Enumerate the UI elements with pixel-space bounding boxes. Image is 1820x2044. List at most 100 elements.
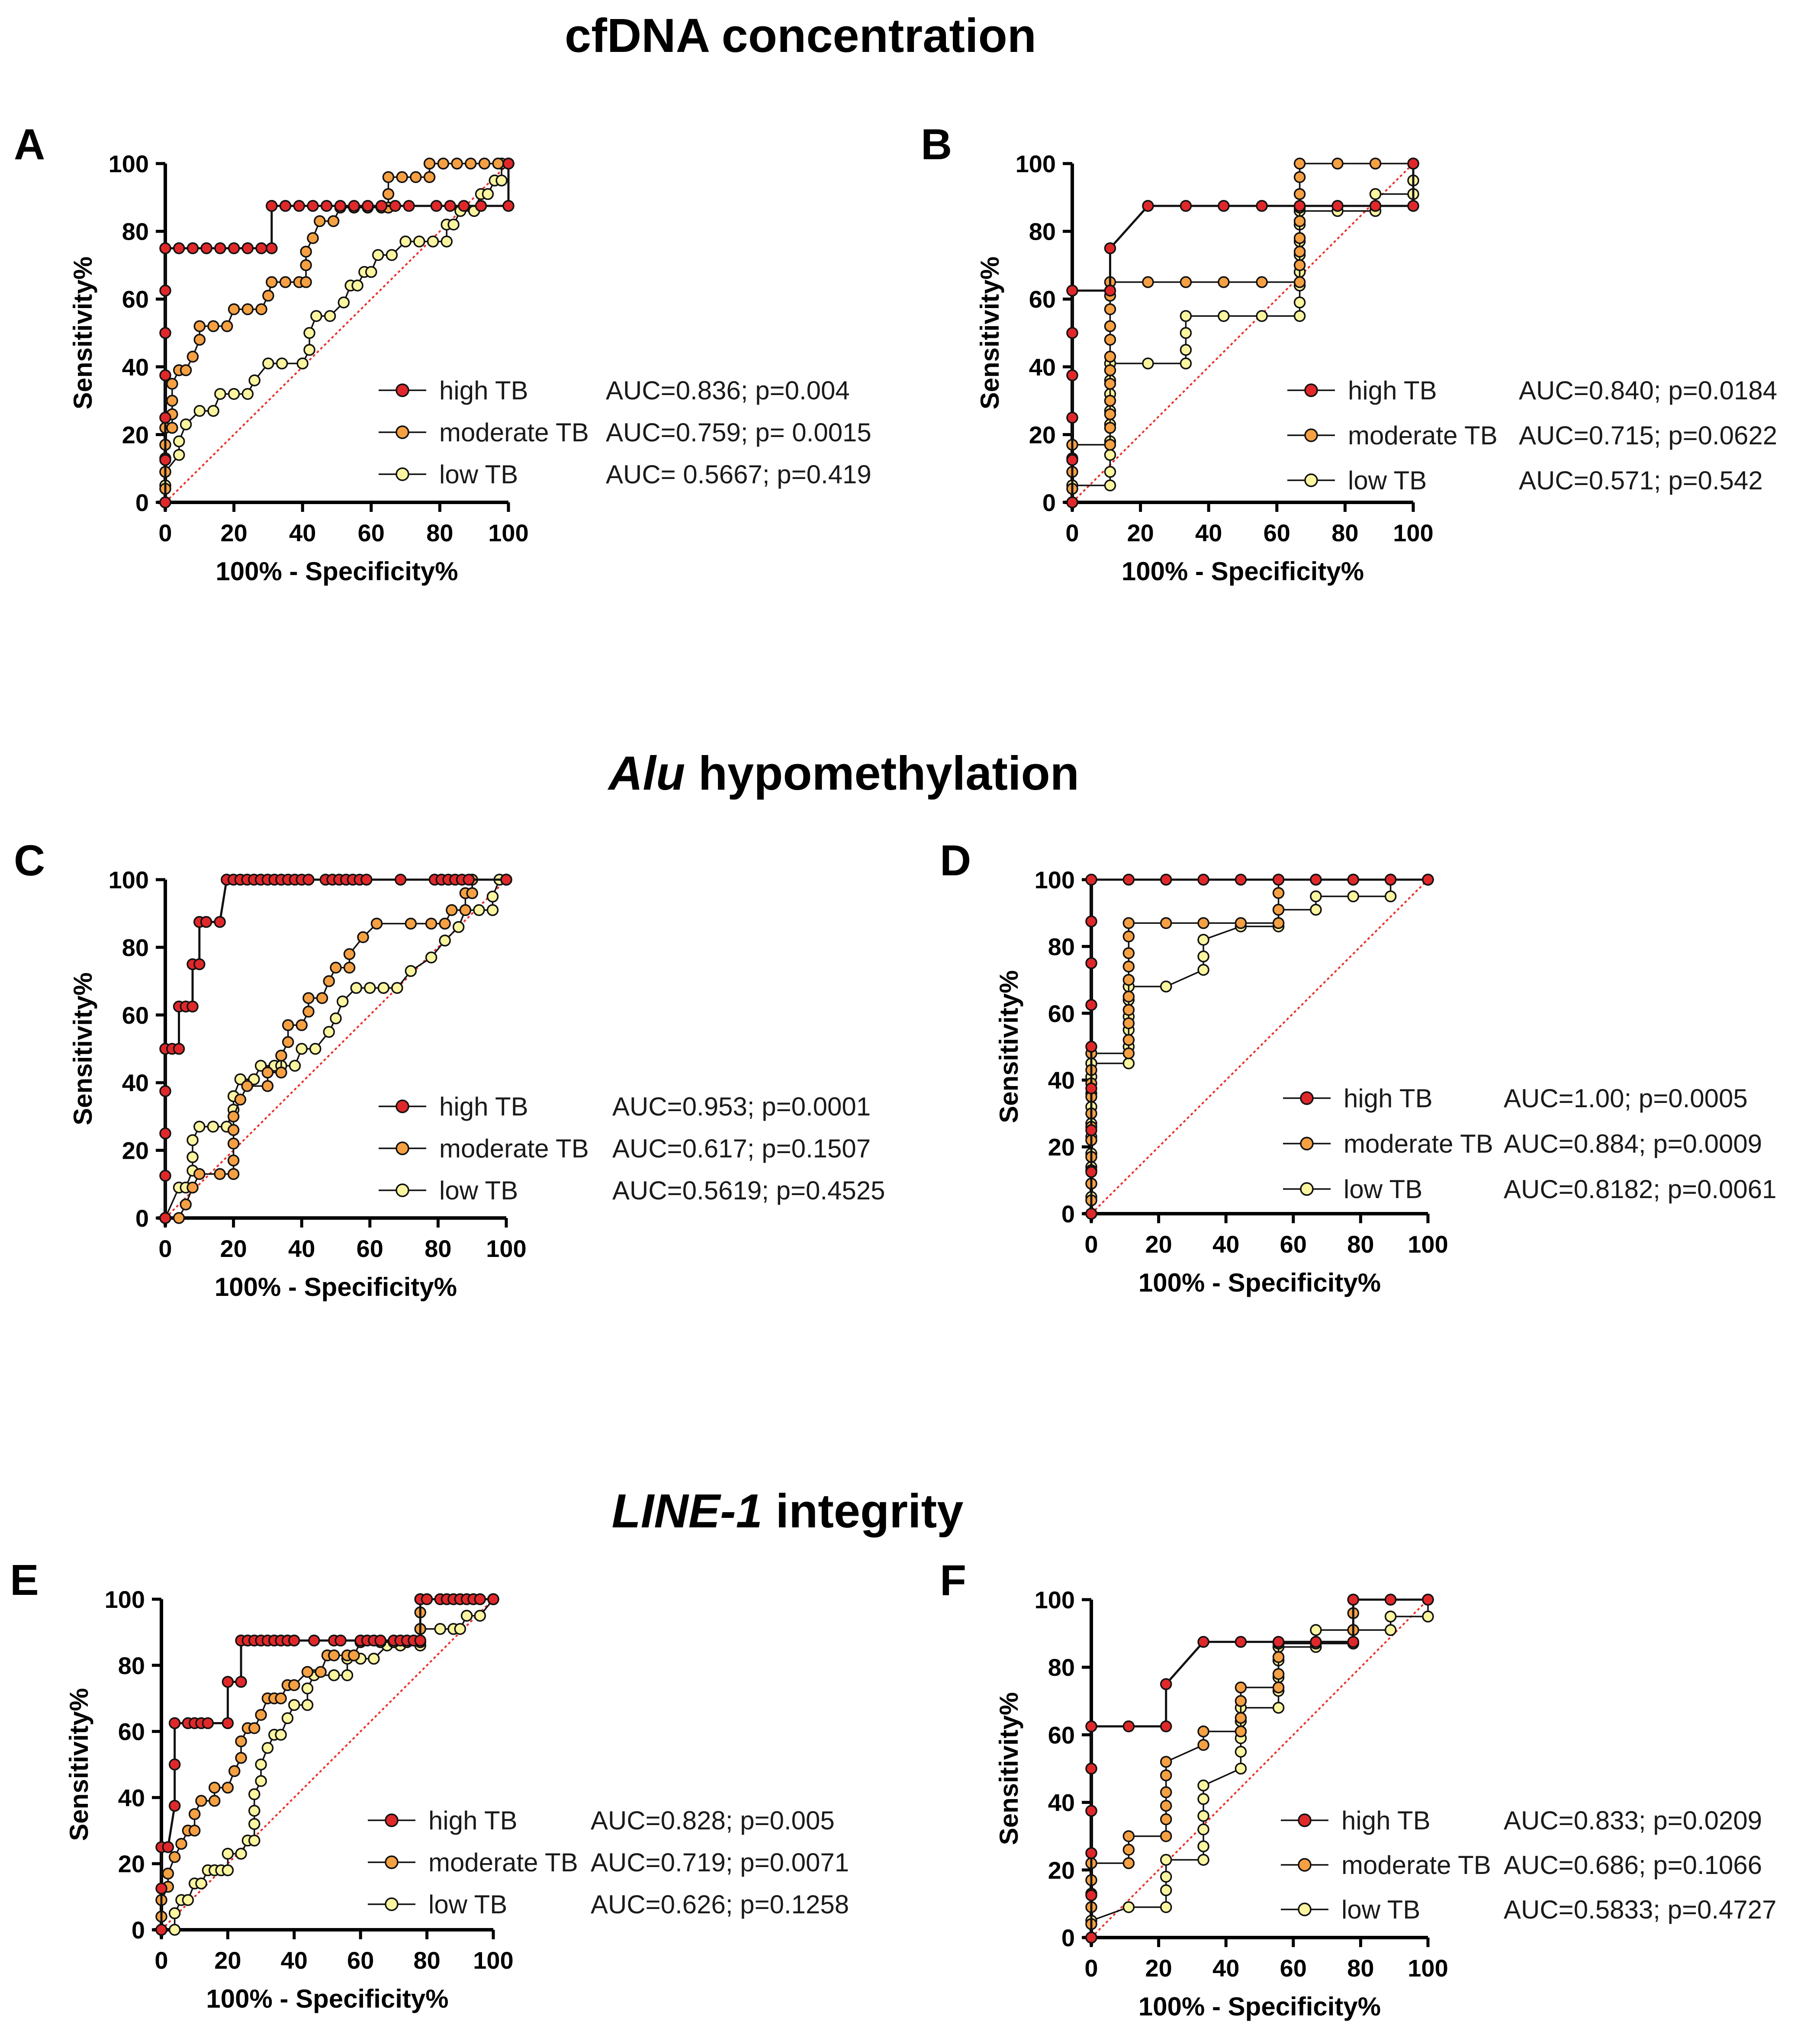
data-point-moderate [296, 1019, 308, 1032]
data-point-high [502, 200, 514, 212]
data-point-high [421, 1593, 433, 1605]
y-tick-label: 60 [1048, 1721, 1075, 1748]
data-point-high [235, 1676, 247, 1688]
data-point-low [296, 1043, 308, 1055]
roc-line-moderate [1090, 879, 1428, 1214]
data-point-low [341, 1669, 354, 1681]
data-point-moderate [1104, 378, 1116, 390]
legend-entry-low: low TB AUC=0.8182; p=0.0061 [1283, 1175, 1777, 1204]
x-tick-label: 20 [220, 519, 247, 546]
y-tick-label: 40 [118, 1784, 145, 1811]
y-tick-label: 0 [1042, 489, 1056, 516]
data-point-low [368, 1652, 380, 1665]
reference-line [1090, 1599, 1429, 1938]
data-point-low [248, 374, 260, 386]
data-point-high [159, 1212, 171, 1224]
data-point-high [1085, 874, 1097, 886]
data-point-high [1066, 327, 1078, 339]
data-point-low [434, 1623, 447, 1635]
data-point-low [248, 1805, 260, 1817]
data-point-high [193, 958, 206, 971]
data-point-high [308, 1634, 320, 1647]
data-point-low [441, 235, 453, 247]
data-point-low [405, 965, 417, 977]
x-tick-label: 60 [357, 1235, 383, 1262]
data-point-moderate [282, 1036, 294, 1048]
data-point-high [1407, 157, 1419, 170]
data-point-moderate [207, 320, 219, 332]
data-point-high [1310, 1636, 1322, 1648]
data-point-high [1347, 874, 1360, 886]
data-point-moderate [1369, 157, 1382, 170]
x-tick-label: 40 [1195, 519, 1222, 546]
data-point-moderate [234, 1093, 247, 1106]
data-point-moderate [382, 171, 395, 183]
data-point-low [193, 1121, 206, 1133]
data-point-low [1235, 1762, 1247, 1775]
x-tick-label: 0 [1084, 1954, 1098, 1982]
data-point-moderate [1104, 408, 1116, 421]
data-point-moderate [228, 303, 240, 315]
legend-label: moderate TB [439, 1134, 589, 1163]
data-point-moderate [1235, 1712, 1247, 1724]
x-tick-label: 40 [288, 1235, 315, 1262]
data-point-high [1293, 200, 1306, 212]
legend-marker [385, 1855, 399, 1869]
x-axis-label: 100% - Specificity% [215, 557, 458, 586]
legend-entry-low: low TB AUC=0.626; p=0.1258 [368, 1890, 849, 1919]
data-point-moderate [1256, 276, 1268, 288]
data-point-moderate [1293, 232, 1306, 244]
data-point-low [303, 344, 315, 356]
data-point-moderate [405, 917, 417, 930]
data-point-moderate [1272, 1651, 1285, 1663]
data-point-moderate [1122, 947, 1135, 959]
data-point-high [1066, 411, 1078, 424]
data-point-moderate [316, 992, 328, 1004]
data-point-moderate [1104, 421, 1116, 434]
panel-d: D 00 20 20 40 40 60 60 80 80 100 100 100% - Specific… [940, 836, 1777, 1297]
legend-entry-low: low TB AUC= 0.5667; p=0.419 [379, 460, 871, 489]
data-point-moderate [1160, 1813, 1172, 1825]
data-point-low [248, 1818, 260, 1830]
legend-label: high TB [439, 1092, 528, 1121]
data-point-high [1272, 874, 1285, 886]
data-point-low [1384, 1610, 1397, 1623]
x-tick-label: 0 [158, 1235, 172, 1262]
data-point-moderate [423, 171, 436, 183]
data-point-high [403, 200, 415, 212]
data-point-low [228, 388, 240, 400]
series-moderate-tb [159, 874, 512, 1224]
legend-auc: AUC=0.686; p=0.1066 [1504, 1851, 1762, 1880]
legend-auc: AUC=0.953; p=0.0001 [612, 1092, 871, 1121]
data-point-low [222, 1848, 234, 1860]
data-point-moderate [1122, 974, 1135, 986]
data-point-high [500, 874, 512, 886]
data-point-low [1347, 890, 1360, 903]
x-tick-label: 80 [426, 519, 453, 546]
x-tick-label: 0 [154, 1947, 168, 1974]
data-point-low [262, 357, 274, 370]
data-point-moderate [1122, 1017, 1135, 1029]
data-point-low [1293, 310, 1306, 322]
data-point-low [372, 249, 384, 261]
data-point-moderate [466, 887, 478, 900]
legend-auc: AUC=0.884; p=0.0009 [1504, 1129, 1762, 1158]
data-point-high [1085, 1208, 1097, 1220]
data-point-moderate [1235, 917, 1247, 929]
legend-entry-low: low TB AUC=0.5833; p=0.4727 [1281, 1895, 1777, 1924]
data-point-low [248, 1834, 260, 1847]
x-tick-label: 80 [1347, 1954, 1374, 1982]
panel-label-e: E [10, 1556, 39, 1604]
data-point-low [452, 921, 465, 933]
data-point-low [1197, 1779, 1209, 1792]
y-tick-label: 0 [135, 1205, 149, 1232]
data-point-low [235, 1848, 247, 1860]
data-point-high [474, 1593, 486, 1605]
legend-label: moderate TB [1344, 1129, 1493, 1158]
data-point-high [279, 200, 292, 212]
data-point-high [1180, 200, 1192, 212]
data-point-moderate [314, 215, 326, 227]
data-point-low [482, 188, 494, 200]
data-point-low [1369, 188, 1382, 200]
